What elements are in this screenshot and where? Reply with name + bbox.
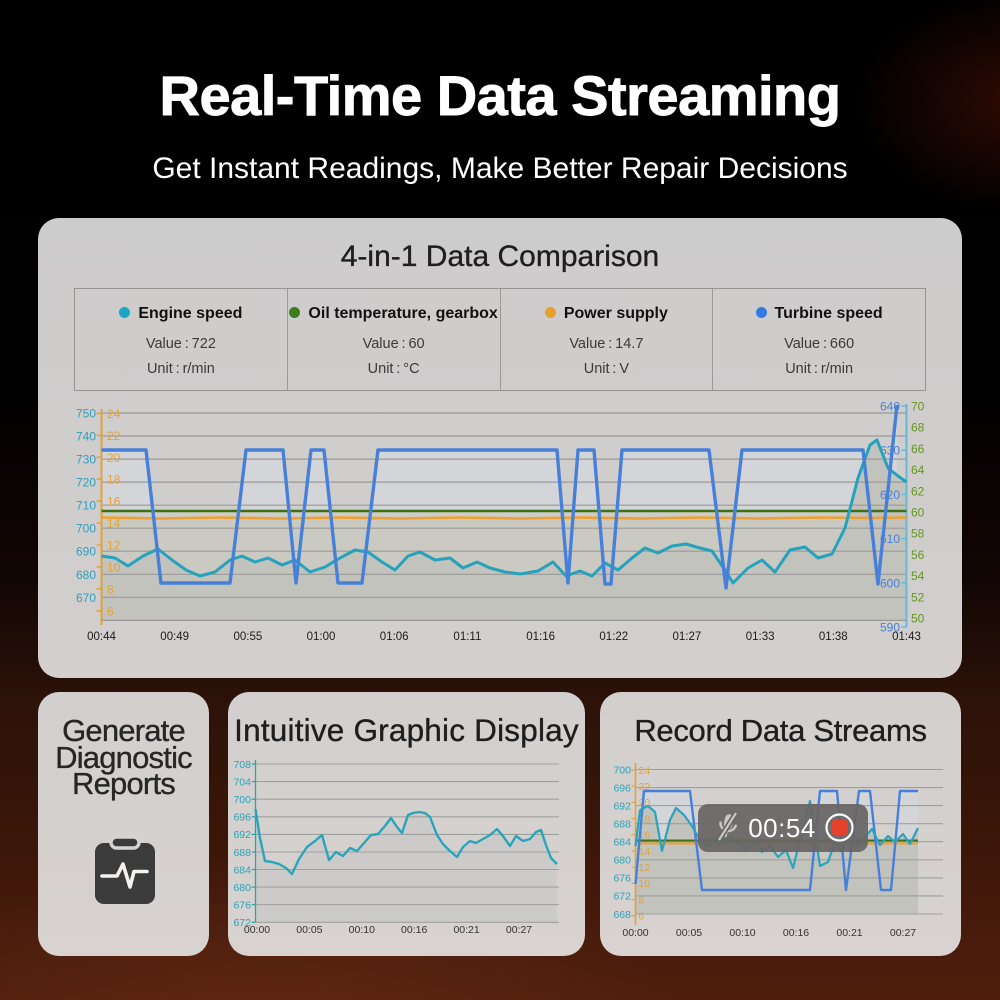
svg-text:00:55: 00:55: [234, 631, 263, 643]
svg-text:00:21: 00:21: [836, 927, 862, 939]
svg-text:00:44: 00:44: [87, 631, 116, 643]
svg-text:710: 710: [76, 499, 96, 513]
svg-text:60: 60: [911, 506, 925, 520]
svg-text:14: 14: [639, 846, 651, 858]
svg-text:58: 58: [911, 527, 925, 541]
svg-text:16: 16: [107, 495, 121, 509]
svg-text:01:11: 01:11: [453, 631, 481, 643]
svg-text:52: 52: [911, 590, 925, 604]
svg-text:6: 6: [639, 911, 645, 923]
svg-text:70: 70: [911, 400, 925, 414]
svg-text:56: 56: [911, 548, 925, 562]
svg-text:00:10: 00:10: [349, 924, 375, 936]
svg-text:50: 50: [911, 612, 925, 626]
svg-text:676: 676: [233, 900, 251, 912]
svg-text:22: 22: [107, 429, 121, 443]
svg-text:00:49: 00:49: [160, 631, 189, 643]
svg-text:00:21: 00:21: [453, 924, 479, 936]
svg-text:740: 740: [76, 430, 96, 444]
svg-text:696: 696: [233, 812, 251, 824]
svg-text:01:16: 01:16: [526, 631, 555, 643]
svg-text:16: 16: [639, 830, 651, 842]
svg-text:676: 676: [613, 873, 631, 885]
svg-text:00:10: 00:10: [729, 927, 755, 939]
svg-text:8: 8: [107, 582, 114, 596]
svg-text:00:27: 00:27: [890, 927, 916, 939]
svg-text:00:00: 00:00: [622, 927, 648, 939]
svg-text:20: 20: [107, 451, 121, 465]
svg-text:54: 54: [911, 569, 925, 583]
svg-text:00:16: 00:16: [783, 927, 809, 939]
svg-text:708: 708: [233, 759, 251, 771]
svg-text:630: 630: [880, 444, 900, 458]
svg-text:01:22: 01:22: [599, 631, 628, 643]
svg-text:680: 680: [76, 568, 96, 582]
svg-text:12: 12: [639, 862, 651, 874]
svg-text:18: 18: [639, 813, 651, 825]
svg-text:00:27: 00:27: [506, 924, 532, 936]
svg-text:24: 24: [639, 765, 651, 777]
svg-text:64: 64: [911, 463, 925, 477]
svg-text:684: 684: [233, 864, 251, 876]
svg-text:01:43: 01:43: [892, 631, 921, 643]
svg-text:10: 10: [639, 878, 651, 890]
svg-text:00:16: 00:16: [401, 924, 427, 936]
svg-text:14: 14: [107, 517, 121, 531]
svg-text:688: 688: [613, 819, 631, 831]
svg-text:670: 670: [76, 591, 96, 605]
svg-text:01:38: 01:38: [819, 631, 848, 643]
svg-text:672: 672: [233, 917, 251, 929]
svg-text:01:27: 01:27: [673, 631, 702, 643]
svg-text:684: 684: [613, 837, 631, 849]
svg-text:24: 24: [107, 407, 121, 421]
svg-text:688: 688: [233, 847, 251, 859]
svg-text:6: 6: [107, 604, 114, 618]
svg-text:700: 700: [613, 764, 631, 776]
svg-text:01:06: 01:06: [380, 631, 409, 643]
svg-text:12: 12: [107, 539, 121, 553]
svg-text:68: 68: [911, 421, 925, 435]
svg-text:700: 700: [233, 794, 251, 806]
svg-text:730: 730: [76, 453, 96, 467]
svg-text:750: 750: [76, 407, 96, 421]
svg-text:600: 600: [880, 576, 900, 590]
svg-text:720: 720: [76, 476, 96, 490]
svg-text:620: 620: [880, 488, 900, 502]
svg-text:01:33: 01:33: [746, 631, 775, 643]
svg-text:690: 690: [76, 545, 96, 559]
svg-text:10: 10: [107, 560, 121, 574]
svg-text:18: 18: [107, 473, 121, 487]
svg-text:692: 692: [233, 829, 251, 841]
svg-text:01:00: 01:00: [307, 631, 336, 643]
svg-text:704: 704: [233, 776, 251, 788]
svg-text:590: 590: [880, 621, 900, 635]
svg-text:20: 20: [639, 797, 651, 809]
svg-text:672: 672: [613, 891, 631, 903]
svg-text:00:05: 00:05: [676, 927, 702, 939]
svg-text:680: 680: [613, 855, 631, 867]
svg-text:668: 668: [613, 909, 631, 921]
svg-text:610: 610: [880, 532, 900, 546]
svg-text:8: 8: [639, 894, 645, 906]
svg-text:692: 692: [613, 800, 631, 812]
svg-text:66: 66: [911, 442, 925, 456]
svg-text:700: 700: [76, 522, 96, 536]
svg-text:62: 62: [911, 484, 925, 498]
svg-text:00:05: 00:05: [296, 924, 322, 936]
svg-text:00:00: 00:00: [244, 924, 270, 936]
svg-text:680: 680: [233, 882, 251, 894]
svg-text:22: 22: [639, 781, 651, 793]
svg-text:696: 696: [613, 782, 631, 794]
